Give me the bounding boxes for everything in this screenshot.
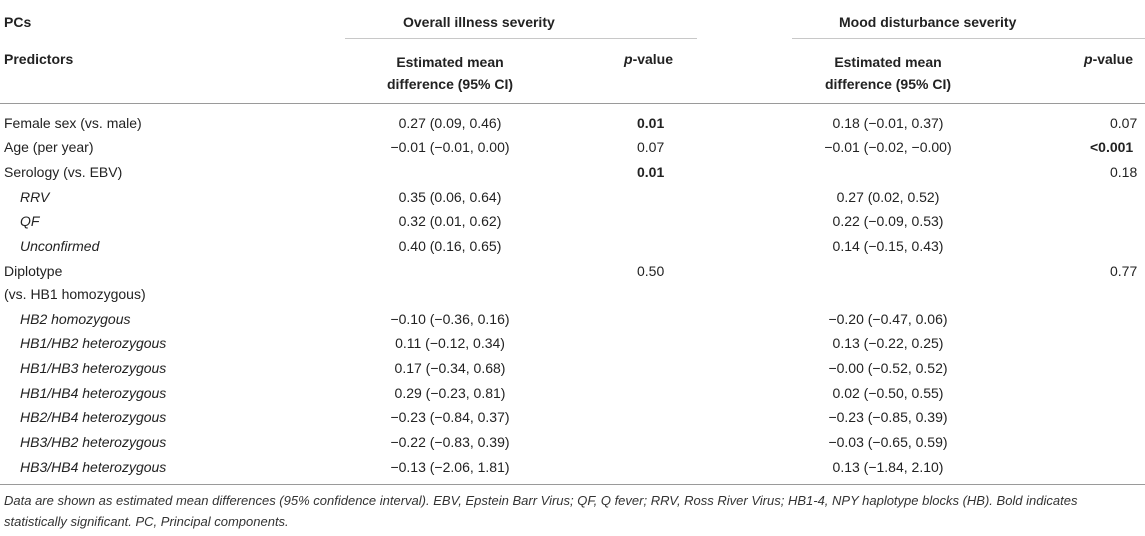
row-est1: 0.35 (0.06, 0.64) (398, 189, 502, 205)
row-label: HB2/HB4 heterozygous (20, 409, 167, 425)
row-label: HB3/HB4 heterozygous (20, 459, 167, 475)
p-header-2-rest: -value (1092, 51, 1134, 67)
row-est1: 0.32 (0.01, 0.62) (398, 213, 502, 229)
row-label: HB1/HB3 heterozygous (20, 360, 167, 376)
row-p2: 0.77 (1110, 263, 1138, 279)
p-header-1-rest: -value (632, 51, 674, 67)
row-est1: 0.27 (0.09, 0.46) (398, 115, 502, 131)
pcs-label: PCs (4, 14, 32, 30)
row-est2: −0.00 (−0.52, 0.52) (828, 360, 948, 376)
row-label: QF (20, 213, 40, 229)
row-est1: −0.22 (−0.83, 0.39) (390, 434, 510, 450)
row-label-continued: (vs. HB1 homozygous) (4, 286, 146, 302)
row-label: Unconfirmed (20, 238, 100, 254)
row-est1: −0.13 (−2.06, 1.81) (390, 459, 510, 475)
row-est1: −0.23 (−0.84, 0.37) (390, 409, 510, 425)
row-label: HB1/HB2 heterozygous (20, 335, 167, 351)
row-est2: 0.27 (0.02, 0.52) (836, 189, 940, 205)
row-label: HB2 homozygous (20, 311, 131, 327)
group1-header: Overall illness severity (403, 14, 555, 30)
p-header-2-italic: p (1084, 51, 1093, 67)
row-p2: <0.001 (1090, 139, 1134, 155)
row-p1: 0.07 (637, 139, 665, 155)
row-est2: 0.18 (−0.01, 0.37) (832, 115, 944, 131)
est-header-1: Estimated mean difference (95% CI) (345, 51, 555, 95)
p-header-1: p-value (624, 51, 673, 67)
est-header-1-line2: difference (95% CI) (386, 76, 514, 92)
row-est2: 0.02 (−0.50, 0.55) (832, 385, 944, 401)
predictors-label: Predictors (4, 51, 74, 67)
group2-header: Mood disturbance severity (839, 14, 1017, 30)
row-p1: 0.01 (637, 115, 665, 131)
est-header-2: Estimated mean difference (95% CI) (783, 51, 993, 95)
row-est2: −0.20 (−0.47, 0.06) (828, 311, 948, 327)
row-est2: 0.13 (−0.22, 0.25) (832, 335, 944, 351)
row-est1: −0.01 (−0.01, 0.00) (390, 139, 510, 155)
bottom-rule (0, 484, 1145, 485)
row-est2: 0.13 (−1.84, 2.10) (832, 459, 944, 475)
row-label: Serology (vs. EBV) (4, 164, 123, 180)
row-est2: 0.22 (−0.09, 0.53) (832, 213, 944, 229)
group1-underline (345, 38, 697, 39)
row-p1: 0.50 (637, 263, 665, 279)
row-p2: 0.18 (1110, 164, 1138, 180)
row-p1: 0.01 (637, 164, 665, 180)
row-est1: 0.11 (−0.12, 0.34) (395, 335, 505, 351)
row-label: HB1/HB4 heterozygous (20, 385, 167, 401)
p-header-1-italic: p (624, 51, 633, 67)
row-est1: 0.40 (0.16, 0.65) (398, 238, 502, 254)
row-label: Female sex (vs. male) (4, 115, 142, 131)
header-rule (0, 103, 1145, 104)
est-header-1-line1: Estimated mean (396, 54, 504, 70)
row-label: HB3/HB2 heterozygous (20, 434, 167, 450)
row-label: Diplotype (4, 263, 63, 279)
group2-underline (792, 38, 1145, 39)
row-est2: −0.03 (−0.65, 0.59) (828, 434, 948, 450)
row-p2: 0.07 (1110, 115, 1138, 131)
row-est2: −0.23 (−0.85, 0.39) (828, 409, 948, 425)
row-est1: 0.29 (−0.23, 0.81) (394, 385, 506, 401)
row-est2: −0.01 (−0.02, −0.00) (824, 139, 952, 155)
row-label: RRV (20, 189, 50, 205)
row-est2: 0.14 (−0.15, 0.43) (832, 238, 944, 254)
est-header-2-line1: Estimated mean (834, 54, 942, 70)
row-est1: −0.10 (−0.36, 0.16) (390, 311, 510, 327)
est-header-2-line2: difference (95% CI) (824, 76, 952, 92)
row-label: Age (per year) (4, 139, 94, 155)
table-footnote: Data are shown as estimated mean differe… (4, 493, 1078, 529)
p-header-2: p-value (1084, 51, 1133, 67)
row-est1: 0.17 (−0.34, 0.68) (394, 360, 506, 376)
